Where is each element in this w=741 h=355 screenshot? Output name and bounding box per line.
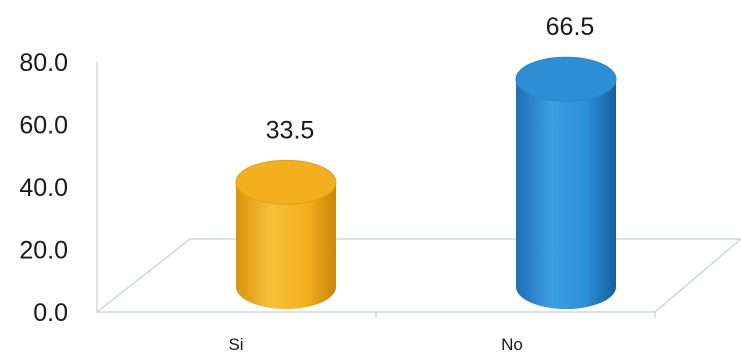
y-tick-label: 20.0: [19, 237, 68, 265]
y-tick-label: 0.0: [33, 299, 68, 327]
bars: [235, 56, 617, 309]
y-tick-label: 80.0: [19, 49, 68, 77]
data-label: 33.5: [266, 116, 315, 144]
bar-no: [515, 56, 617, 309]
y-tick-label: 60.0: [19, 112, 68, 140]
bar-body: [236, 182, 336, 309]
x-category-label: Si: [228, 335, 243, 354]
y-axis-ticks: 0.0 20.0 40.0 60.0 80.0: [19, 49, 68, 327]
bar-top: [235, 159, 337, 205]
data-labels: 33.5 66.5: [266, 13, 595, 144]
data-label: 66.5: [546, 13, 595, 41]
y-tick-label: 40.0: [19, 174, 68, 202]
bar-body: [516, 79, 616, 309]
category-labels: Si No: [228, 335, 522, 354]
chart-floor: [95, 238, 741, 313]
bar-top: [515, 56, 617, 102]
x-category-label: No: [501, 335, 523, 354]
bar-si: [235, 159, 337, 309]
